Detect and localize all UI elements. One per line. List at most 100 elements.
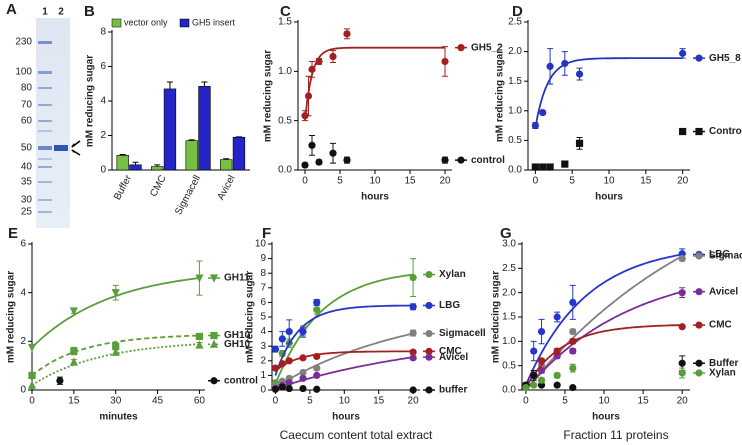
point [313,371,321,379]
point [569,364,577,372]
point [27,380,37,389]
marker-label: 60 [21,116,33,127]
x-tick-label: Sigmacell [173,173,203,216]
x-tick-label: 45 [152,396,164,407]
y-tick-label: 5 [260,312,266,323]
gel-arrows [71,140,81,156]
point [329,149,337,157]
legend-marker [425,347,433,355]
legend-label: CMC [439,346,462,357]
y-tick-label: 1.0 [508,105,522,116]
error-bar [154,164,161,167]
point [315,57,323,66]
fit-curve [525,255,683,391]
point [285,357,293,365]
point [69,357,78,366]
legend-label: Avicel [439,352,468,363]
point [27,343,37,353]
fit-curve [31,334,200,377]
panel-letter: D [512,3,523,20]
x-axis-label: hours [592,412,620,423]
point [678,369,686,377]
caption: Caecum content total extract [280,428,433,442]
x-tick-label: 5 [337,176,343,187]
error-bar [188,139,195,141]
point [553,313,561,321]
point [271,385,280,393]
y-tick-label: 2 [20,336,26,347]
point [522,383,530,392]
panel-letter: C [280,3,291,20]
legend-label: Control [709,126,742,137]
legend-label: vector only [124,17,168,27]
y-axis-label: mM reducing sugar [245,271,256,363]
x-tick-label: 20 [677,396,689,407]
y-tick-label: 6 [100,61,106,72]
point [313,364,321,372]
legend-label: Sigmacell [709,251,742,262]
point [539,108,547,117]
y-axis-label: mM reducing sugar [263,50,274,142]
y-tick-label: 0.5 [508,135,522,146]
point [678,359,686,367]
point [553,381,561,389]
point [315,158,323,166]
y-tick-label: 0.5 [278,115,292,126]
y-axis-label: mM reducing sugar [6,271,17,363]
y-tick-label: 9 [260,253,266,264]
y-tick-label: 0 [100,165,106,176]
bar [163,88,177,171]
legend-label: LBG [709,249,730,260]
y-tick-label: 0.0 [278,165,292,176]
panel-letter: A [6,1,17,18]
y-tick-label: 4 [260,326,266,337]
x-tick-label: 0 [533,176,539,187]
point [299,384,307,393]
point [271,364,280,372]
y-tick-label: 0.0 [508,165,522,176]
point [278,335,286,343]
gel-arrowheads [71,143,75,153]
legend-marker [457,44,465,52]
point [278,383,286,391]
panel: BmM reducing sugar 0 2 4 6 8 Buffer CMC Sigmacel… [84,3,250,217]
y-tick-label: 4 [20,287,26,298]
legend-marker [695,359,703,367]
x-tick-label: 15 [640,176,652,187]
point [678,289,686,297]
x-tick-label: 60 [194,396,206,407]
point [409,273,417,282]
bar [220,159,233,171]
point [679,49,687,57]
x-tick-label: 20 [439,176,451,187]
caption: Fraction 11 proteins [563,428,668,442]
point [28,371,36,379]
panel: CmM reducing sugar 0.0 0.5 1.0 1.5 0 5 10 15 20 ho… [263,3,505,203]
point [299,368,307,377]
legend-label: LBG [439,300,460,311]
point [343,156,351,164]
legend-label: Avicel [709,286,738,297]
x-tick-label: 0 [523,396,529,407]
point [553,347,561,355]
point [569,328,577,336]
legend-label: control [471,155,505,166]
legend-label: CMC [709,320,732,331]
point [195,332,204,341]
fit-curve [275,356,414,390]
y-tick-label: 2.5 [508,17,522,28]
point [271,345,280,353]
point [530,381,538,389]
point [301,161,309,169]
point [70,347,78,355]
point [537,366,546,375]
legend-label: Buffer [709,358,739,369]
x-tick-label: 15 [404,176,416,187]
x-tick-label: Buffer [112,173,134,202]
panel: GmM reducing sugar 0.0 0.5 1.0 1.5 2.0 2.5 3.0 F… [491,225,742,442]
legend-marker [425,270,433,279]
marker-label: 25 [21,207,33,218]
point [531,122,539,130]
point [546,62,554,70]
